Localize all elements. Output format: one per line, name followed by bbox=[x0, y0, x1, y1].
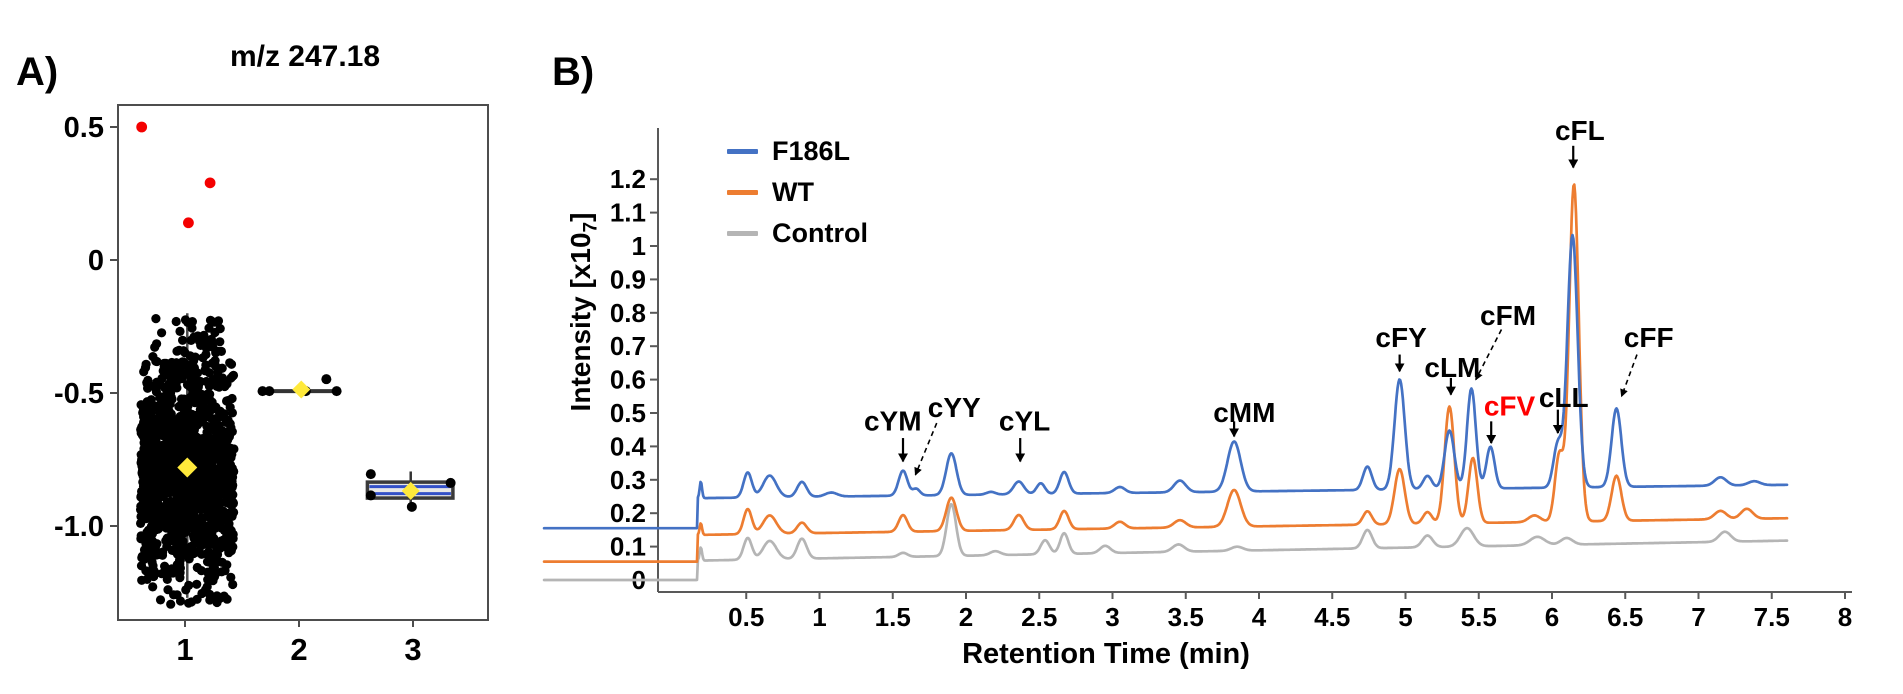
svg-text:3.5: 3.5 bbox=[1168, 602, 1204, 632]
svg-text:0.9: 0.9 bbox=[610, 264, 646, 294]
svg-text:6: 6 bbox=[1545, 602, 1559, 632]
svg-text:1: 1 bbox=[176, 632, 193, 667]
peak-label-cll: cLL bbox=[1539, 382, 1589, 413]
svg-text:0.6: 0.6 bbox=[610, 365, 646, 395]
group1-mean-diamond bbox=[177, 457, 198, 478]
svg-text:6.5: 6.5 bbox=[1607, 602, 1643, 632]
peak-arrow-cyy bbox=[914, 422, 938, 476]
peak-label-cfv: cFV bbox=[1484, 390, 1536, 421]
svg-text:0.5: 0.5 bbox=[64, 112, 104, 144]
peak-label-clm: cLM bbox=[1424, 352, 1480, 383]
svg-text:0.2: 0.2 bbox=[610, 498, 646, 528]
svg-text:0.5: 0.5 bbox=[610, 398, 646, 428]
svg-text:0: 0 bbox=[88, 245, 104, 277]
peak-label-cfm: cFM bbox=[1480, 300, 1536, 331]
panel-a-label: A) bbox=[16, 50, 59, 94]
trace-control bbox=[542, 502, 1789, 582]
svg-text:7.5: 7.5 bbox=[1754, 602, 1790, 632]
peak-label-cyy: cYY bbox=[928, 392, 981, 423]
peak-arrow-cff bbox=[1620, 354, 1638, 398]
svg-text:7: 7 bbox=[1691, 602, 1705, 632]
panel-a-title: m/z 247.18 bbox=[229, 40, 381, 73]
trace-f186l bbox=[542, 233, 1789, 530]
legend-swatch-wt bbox=[727, 190, 758, 195]
panel-a-plot: 0.5 0 -0.5 -1.0 1 2 3 bbox=[54, 104, 489, 667]
panel-b-y-axis-label: Intensity [x107] bbox=[565, 172, 602, 452]
svg-text:-1.0: -1.0 bbox=[54, 511, 104, 543]
svg-text:1: 1 bbox=[632, 231, 646, 261]
svg-text:1.2: 1.2 bbox=[610, 164, 646, 194]
panel-b-x-axis-label: Retention Time (min) bbox=[962, 638, 1250, 670]
peak-label-cyl: cYL bbox=[999, 405, 1050, 436]
svg-text:1.5: 1.5 bbox=[875, 602, 911, 632]
y-axis-label-subscript: 7 bbox=[580, 221, 602, 233]
svg-text:2: 2 bbox=[290, 632, 307, 667]
svg-text:5: 5 bbox=[1398, 602, 1412, 632]
peak-label-cym: cYM bbox=[864, 405, 922, 436]
svg-text:0.7: 0.7 bbox=[610, 331, 646, 361]
svg-text:0.3: 0.3 bbox=[610, 465, 646, 495]
svg-text:-0.5: -0.5 bbox=[54, 378, 104, 410]
svg-text:2.5: 2.5 bbox=[1021, 602, 1057, 632]
legend-item-control: Control bbox=[727, 213, 868, 254]
peak-arrow-cfm bbox=[1475, 329, 1503, 381]
svg-text:3: 3 bbox=[404, 632, 421, 667]
svg-text:3: 3 bbox=[1105, 602, 1119, 632]
legend: F186L WT Control bbox=[727, 131, 868, 254]
legend-label-control: Control bbox=[772, 218, 868, 248]
panel-a-frame bbox=[117, 104, 489, 621]
peak-label-cfl: cFL bbox=[1555, 115, 1605, 146]
svg-text:0.8: 0.8 bbox=[610, 298, 646, 328]
red-outlier-points bbox=[136, 121, 216, 229]
svg-text:1.1: 1.1 bbox=[610, 198, 646, 228]
panel-a-axes: 0.5 0 -0.5 -1.0 1 2 3 bbox=[54, 112, 422, 667]
y-axis-label-text: Intensity [x10 bbox=[565, 232, 596, 412]
group3-mean-diamond bbox=[401, 481, 420, 500]
y-axis-label-close: ] bbox=[565, 212, 596, 222]
svg-text:0.4: 0.4 bbox=[610, 431, 647, 461]
svg-text:4.5: 4.5 bbox=[1314, 602, 1350, 632]
panel-b-label: B) bbox=[552, 50, 595, 94]
legend-label-f186l: F186L bbox=[772, 136, 851, 166]
legend-swatch-f186l bbox=[727, 149, 758, 154]
peak-label-cmm: cMM bbox=[1213, 397, 1275, 428]
legend-item-wt: WT bbox=[727, 172, 868, 213]
svg-text:4: 4 bbox=[1252, 602, 1267, 632]
legend-item-f186l: F186L bbox=[727, 131, 868, 172]
group1-point-cloud bbox=[136, 314, 239, 609]
svg-text:0.5: 0.5 bbox=[728, 602, 764, 632]
svg-text:8: 8 bbox=[1838, 602, 1852, 632]
svg-text:5.5: 5.5 bbox=[1461, 602, 1497, 632]
peak-label-cff: cFF bbox=[1624, 322, 1674, 353]
svg-text:0.1: 0.1 bbox=[610, 532, 646, 562]
legend-label-wt: WT bbox=[772, 177, 814, 207]
svg-text:2: 2 bbox=[959, 602, 973, 632]
panel-b-axes: 00.10.20.30.40.50.60.70.80.911.11.20.5 1 1… bbox=[610, 128, 1852, 632]
peak-label-cfy: cFY bbox=[1375, 322, 1427, 353]
legend-swatch-control bbox=[727, 231, 758, 236]
panel-b-plot: 00.10.20.30.40.50.60.70.80.911.11.20.5 1 1… bbox=[542, 115, 1852, 632]
svg-text:1: 1 bbox=[812, 602, 826, 632]
group2-mean-diamond bbox=[292, 380, 311, 399]
